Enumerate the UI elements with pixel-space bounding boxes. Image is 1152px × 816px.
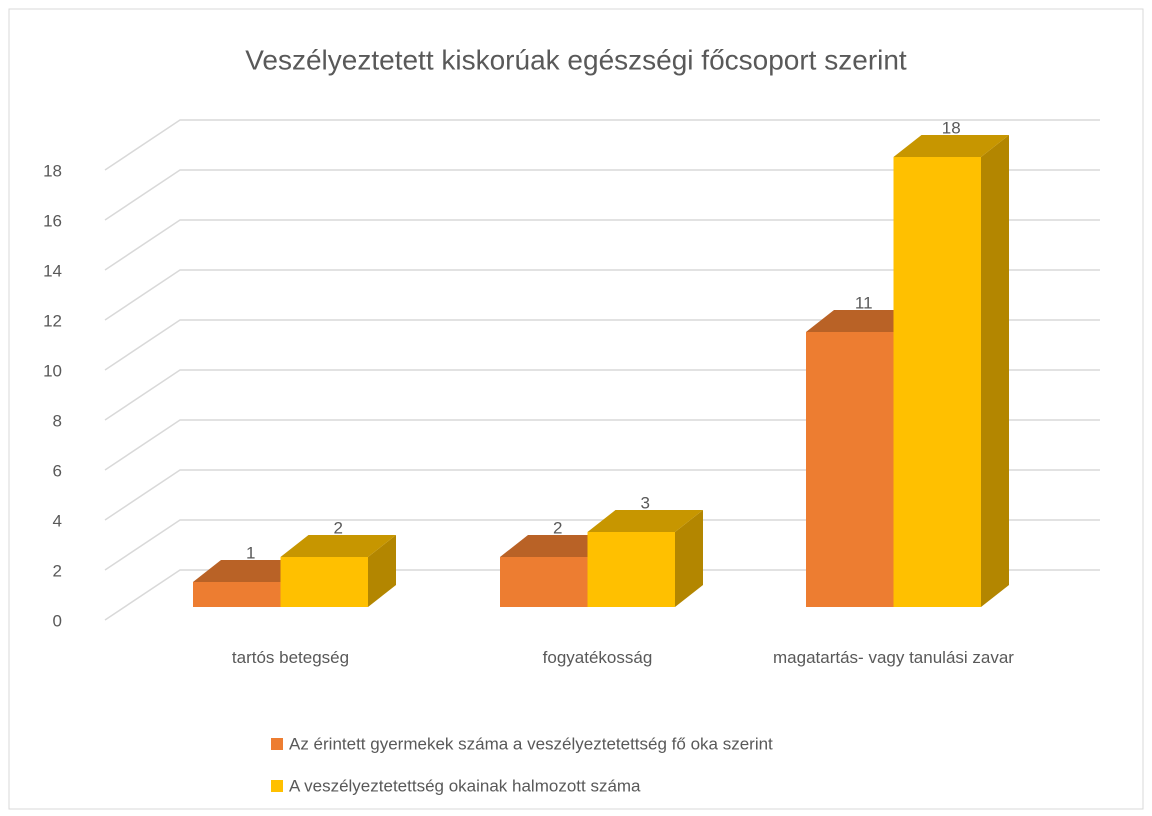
y-tick-label: 12 <box>43 311 62 330</box>
y-tick-label: 8 <box>53 411 62 430</box>
legend-label: Az érintett gyermekek száma a veszélyezt… <box>289 734 773 753</box>
grid-line <box>104 119 1100 171</box>
y-tick-label: 16 <box>43 211 62 230</box>
grid-line <box>104 469 1100 521</box>
y-tick-label: 6 <box>53 461 62 480</box>
bar-top <box>893 135 1009 157</box>
bar-top <box>500 535 616 557</box>
bar-top <box>193 560 309 582</box>
grid-line <box>104 219 1100 271</box>
bar-front <box>193 582 281 607</box>
grid-line <box>104 169 1100 221</box>
value-label: 11 <box>855 293 873 312</box>
bar-front <box>280 557 368 607</box>
value-label: 2 <box>553 518 562 537</box>
bar <box>280 535 396 607</box>
y-tick-label: 4 <box>53 511 62 530</box>
x-tick-label: fogyatékosság <box>542 648 653 667</box>
grid-line <box>104 319 1100 371</box>
grid-line <box>104 569 1100 621</box>
grid-line <box>104 269 1100 321</box>
bar-front <box>806 332 894 607</box>
y-tick-label: 2 <box>53 561 62 580</box>
value-label: 1 <box>246 543 255 562</box>
value-label: 18 <box>942 118 961 137</box>
y-tick-label: 14 <box>43 261 62 280</box>
x-tick-label: tartós betegség <box>231 648 350 667</box>
value-label: 2 <box>334 518 343 537</box>
value-label: 3 <box>641 493 650 512</box>
bar-side <box>368 535 396 607</box>
y-tick-label: 0 <box>53 611 62 630</box>
y-tick-label: 10 <box>43 361 62 380</box>
legend-label: A veszélyeztetettség okainak halmozott s… <box>289 776 641 795</box>
bar-side <box>675 510 703 607</box>
bar-front <box>893 157 981 607</box>
bar-top <box>280 535 396 557</box>
bar-front <box>500 557 588 607</box>
bar-side <box>981 135 1009 607</box>
chart-border <box>8 8 1144 810</box>
legend-swatch <box>271 738 283 750</box>
grid-line <box>104 419 1100 471</box>
chart-title: Veszélyeztetett kiskorúak egészségi főcs… <box>245 44 907 75</box>
grid-line <box>104 369 1100 421</box>
y-tick-label: 18 <box>43 161 62 180</box>
bar <box>587 510 703 607</box>
bar-front <box>587 532 675 607</box>
bar-top <box>806 310 922 332</box>
bar-top <box>587 510 703 532</box>
grid-line <box>104 519 1100 571</box>
legend-swatch <box>271 780 283 792</box>
x-tick-label: magatartás- vagy tanulási zavar <box>773 648 1014 667</box>
bar <box>893 135 1009 607</box>
